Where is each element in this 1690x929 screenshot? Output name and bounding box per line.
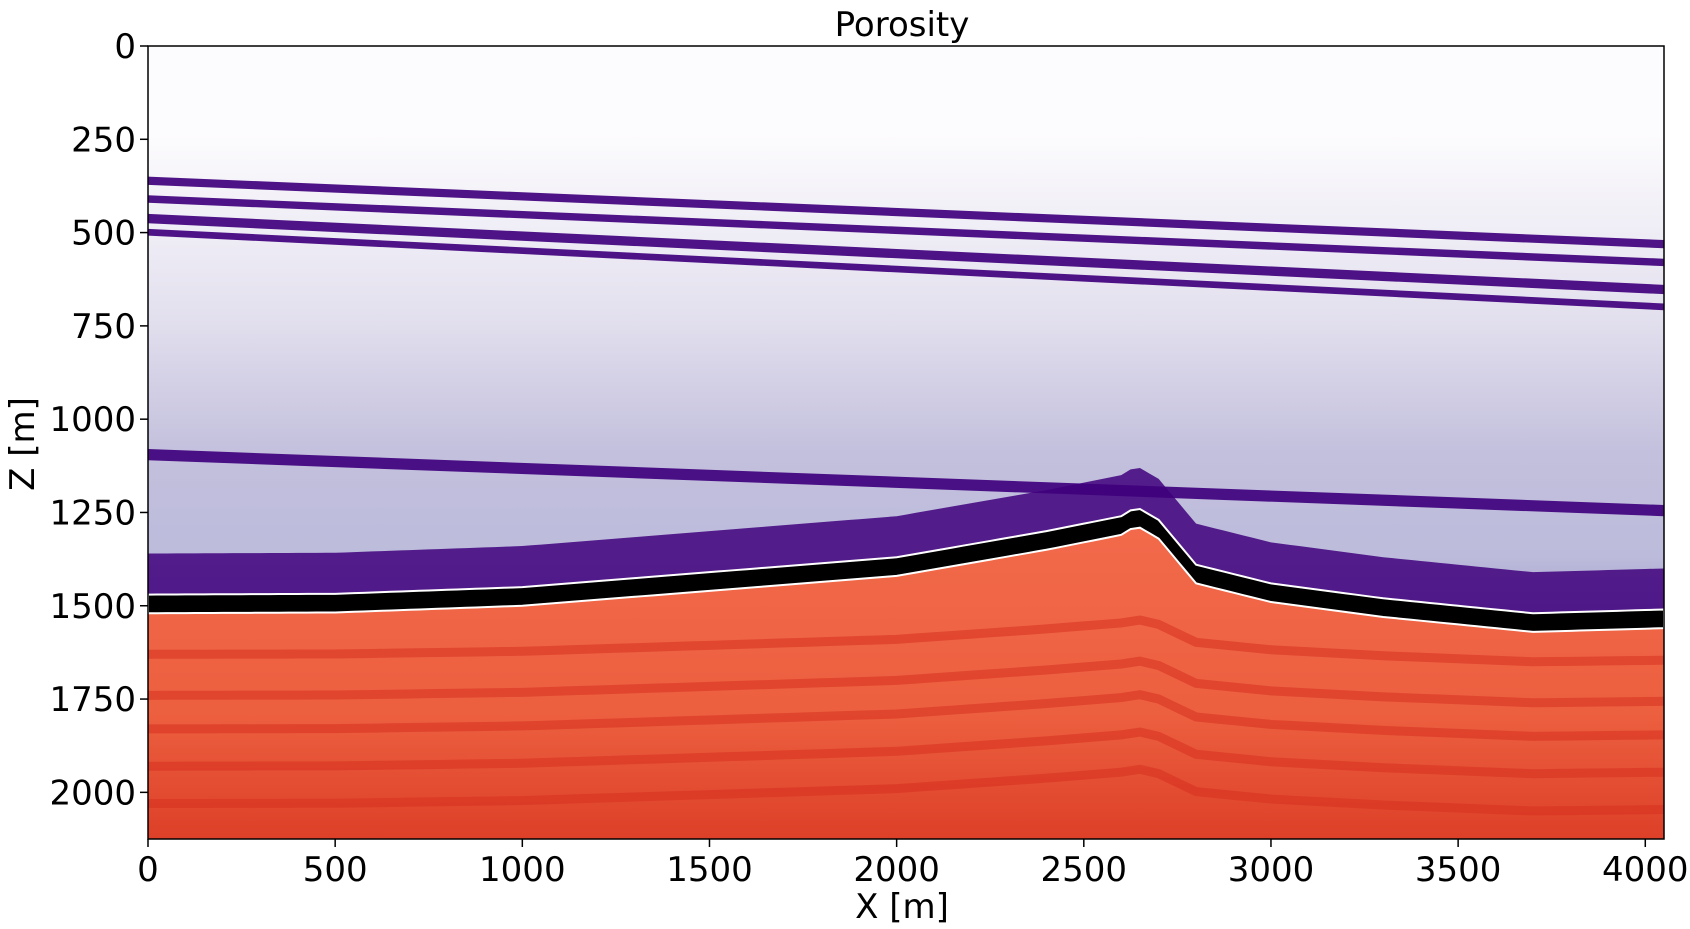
overburden-layer [148, 213, 1664, 295]
y-tick-label: 1500 [49, 587, 136, 627]
x-tick-label: 3500 [1415, 850, 1502, 890]
x-axis-label: X [m] [855, 887, 949, 927]
y-tick-label: 500 [71, 214, 136, 254]
chart-title: Porosity [835, 5, 970, 45]
reservoir-layer [148, 615, 1664, 667]
y-tick-label: 1250 [49, 493, 136, 533]
reservoir-layer [148, 727, 1664, 779]
y-axis-label: Z [m] [3, 397, 43, 491]
water-layer [148, 46, 1664, 136]
y-tick-label: 750 [71, 307, 136, 347]
seal-layer [148, 508, 1664, 633]
overburden-layer [148, 468, 1664, 614]
x-tick-label: 1000 [479, 850, 566, 890]
x-tick-label: 2000 [853, 850, 940, 890]
y-tick-label: 1000 [49, 400, 136, 440]
y-axis-ticks: 0 250 500 750 1000 1250 1500 1750 2000 [49, 27, 148, 813]
overburden-layer [148, 195, 1664, 267]
y-tick-label: 250 [71, 120, 136, 160]
reservoir-layer [148, 656, 1664, 708]
x-tick-label: 1500 [666, 850, 753, 890]
x-tick-label: 2500 [1041, 850, 1128, 890]
reservoir-layer [148, 764, 1664, 816]
overburden-layer [148, 228, 1664, 311]
x-tick-label: 0 [137, 850, 159, 890]
x-tick-label: 500 [303, 850, 368, 890]
reservoir-layer [148, 690, 1664, 741]
y-tick-label: 2000 [49, 773, 136, 813]
reservoir-layers [148, 615, 1664, 816]
x-axis-ticks: 0 500 1000 1500 2000 2500 3000 3500 4000 [137, 839, 1689, 890]
y-tick-label: 0 [114, 27, 136, 67]
overburden-layer [148, 176, 1664, 249]
plot-frame [147, 45, 1665, 840]
y-tick-label: 1750 [49, 680, 136, 720]
overburden-layers [148, 176, 1664, 614]
x-tick-label: 3000 [1228, 850, 1315, 890]
x-tick-label: 4000 [1602, 850, 1689, 890]
plot-area [148, 46, 1664, 839]
overburden-layer [148, 449, 1664, 517]
